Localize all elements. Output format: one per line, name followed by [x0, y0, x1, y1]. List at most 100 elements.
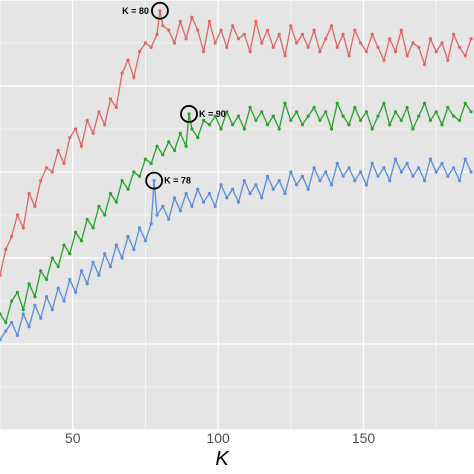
data-point-blue: [120, 256, 124, 260]
data-point-blue: [295, 183, 299, 187]
data-point-green: [324, 110, 328, 114]
data-point-green: [329, 127, 334, 131]
data-point-red: [417, 45, 421, 49]
data-point-blue: [167, 217, 171, 221]
data-point-green: [138, 174, 142, 178]
data-point-red: [347, 54, 351, 58]
data-point-blue: [103, 252, 107, 256]
data-point-blue: [225, 196, 229, 200]
data-point-red: [312, 28, 316, 32]
data-point-green: [254, 118, 258, 122]
data-point-green: [283, 101, 287, 105]
data-point-green: [341, 114, 345, 118]
data-point-blue: [376, 174, 380, 178]
data-point-green: [161, 153, 165, 157]
data-point-blue: [4, 329, 8, 333]
data-point-blue: [335, 161, 339, 165]
data-point-green: [108, 191, 113, 196]
x-axis: 50 100 150 K: [65, 430, 375, 470]
data-point-green: [15, 290, 19, 294]
data-point-red: [207, 19, 211, 24]
data-point-green: [225, 110, 229, 114]
data-point-green: [300, 123, 304, 127]
data-point-blue: [74, 290, 78, 294]
data-point-green: [213, 114, 217, 118]
data-point-blue: [196, 187, 200, 191]
data-point-blue: [50, 308, 54, 312]
data-point-blue: [126, 234, 130, 239]
data-point-blue: [434, 170, 438, 174]
data-point-blue: [0, 338, 2, 342]
data-point-red: [149, 45, 153, 49]
data-point-green: [295, 110, 299, 114]
annotation-label-blue: K = 78: [164, 176, 191, 186]
series-lines: [0, 9, 473, 342]
data-point-green: [318, 118, 322, 122]
data-point-blue: [152, 179, 156, 183]
data-point-blue: [242, 179, 246, 183]
data-point-green: [446, 105, 450, 110]
data-point-green: [85, 217, 89, 221]
data-point-green: [440, 123, 444, 127]
data-point-green: [27, 282, 31, 286]
data-point-green: [120, 179, 124, 183]
data-point-blue: [399, 170, 403, 174]
data-point-blue: [329, 183, 334, 187]
data-point-red: [265, 28, 270, 32]
data-point-red: [158, 9, 162, 13]
data-point-red: [399, 28, 403, 32]
data-point-green: [44, 277, 49, 282]
data-point-red: [155, 32, 159, 37]
data-point-red: [236, 37, 241, 41]
data-point-blue: [184, 191, 188, 196]
data-point-red: [306, 45, 310, 49]
data-point-red: [277, 32, 281, 37]
data-point-green: [417, 114, 421, 118]
data-point-blue: [446, 174, 450, 178]
data-point-green: [103, 213, 107, 217]
data-point-red: [289, 24, 293, 28]
data-point-green: [469, 110, 473, 114]
data-point-blue: [190, 204, 194, 208]
data-point-red: [463, 54, 467, 58]
data-point-red: [469, 37, 473, 41]
data-point-red: [440, 41, 444, 45]
data-point-red: [74, 127, 78, 131]
data-point-red: [405, 54, 409, 58]
x-tick-label: 50: [65, 430, 81, 446]
data-point-red: [33, 204, 37, 208]
data-point-green: [277, 127, 281, 131]
data-point-blue: [457, 179, 462, 183]
data-point-blue: [411, 174, 415, 178]
data-point-red: [184, 37, 188, 41]
data-point-green: [4, 320, 8, 325]
data-point-blue: [62, 299, 66, 303]
data-point-red: [231, 24, 235, 28]
data-point-blue: [56, 286, 60, 290]
data-point-blue: [312, 166, 316, 170]
annotation-marker-red: [151, 1, 169, 20]
data-point-green: [457, 118, 462, 122]
data-point-green: [370, 127, 374, 131]
data-point-blue: [39, 316, 43, 320]
data-point-blue: [161, 204, 165, 208]
data-point-red: [300, 32, 304, 37]
data-point-green: [202, 118, 206, 122]
data-point-blue: [364, 183, 368, 187]
data-point-red: [79, 144, 83, 148]
data-point-green: [91, 226, 95, 230]
data-point-green: [399, 118, 403, 122]
data-point-green: [126, 187, 130, 191]
data-point-green: [79, 239, 83, 243]
data-point-red: [132, 75, 136, 79]
data-point-red: [50, 170, 54, 174]
data-point-blue: [44, 295, 49, 299]
data-point-red: [452, 32, 456, 37]
data-point-green: [359, 118, 363, 122]
annotations: K = 80 K = 90 K = 78: [122, 1, 226, 190]
data-point-blue: [469, 170, 473, 174]
data-point-blue: [33, 303, 37, 307]
data-point-green: [265, 123, 270, 127]
data-point-blue: [417, 166, 421, 170]
data-point-red: [4, 247, 8, 251]
